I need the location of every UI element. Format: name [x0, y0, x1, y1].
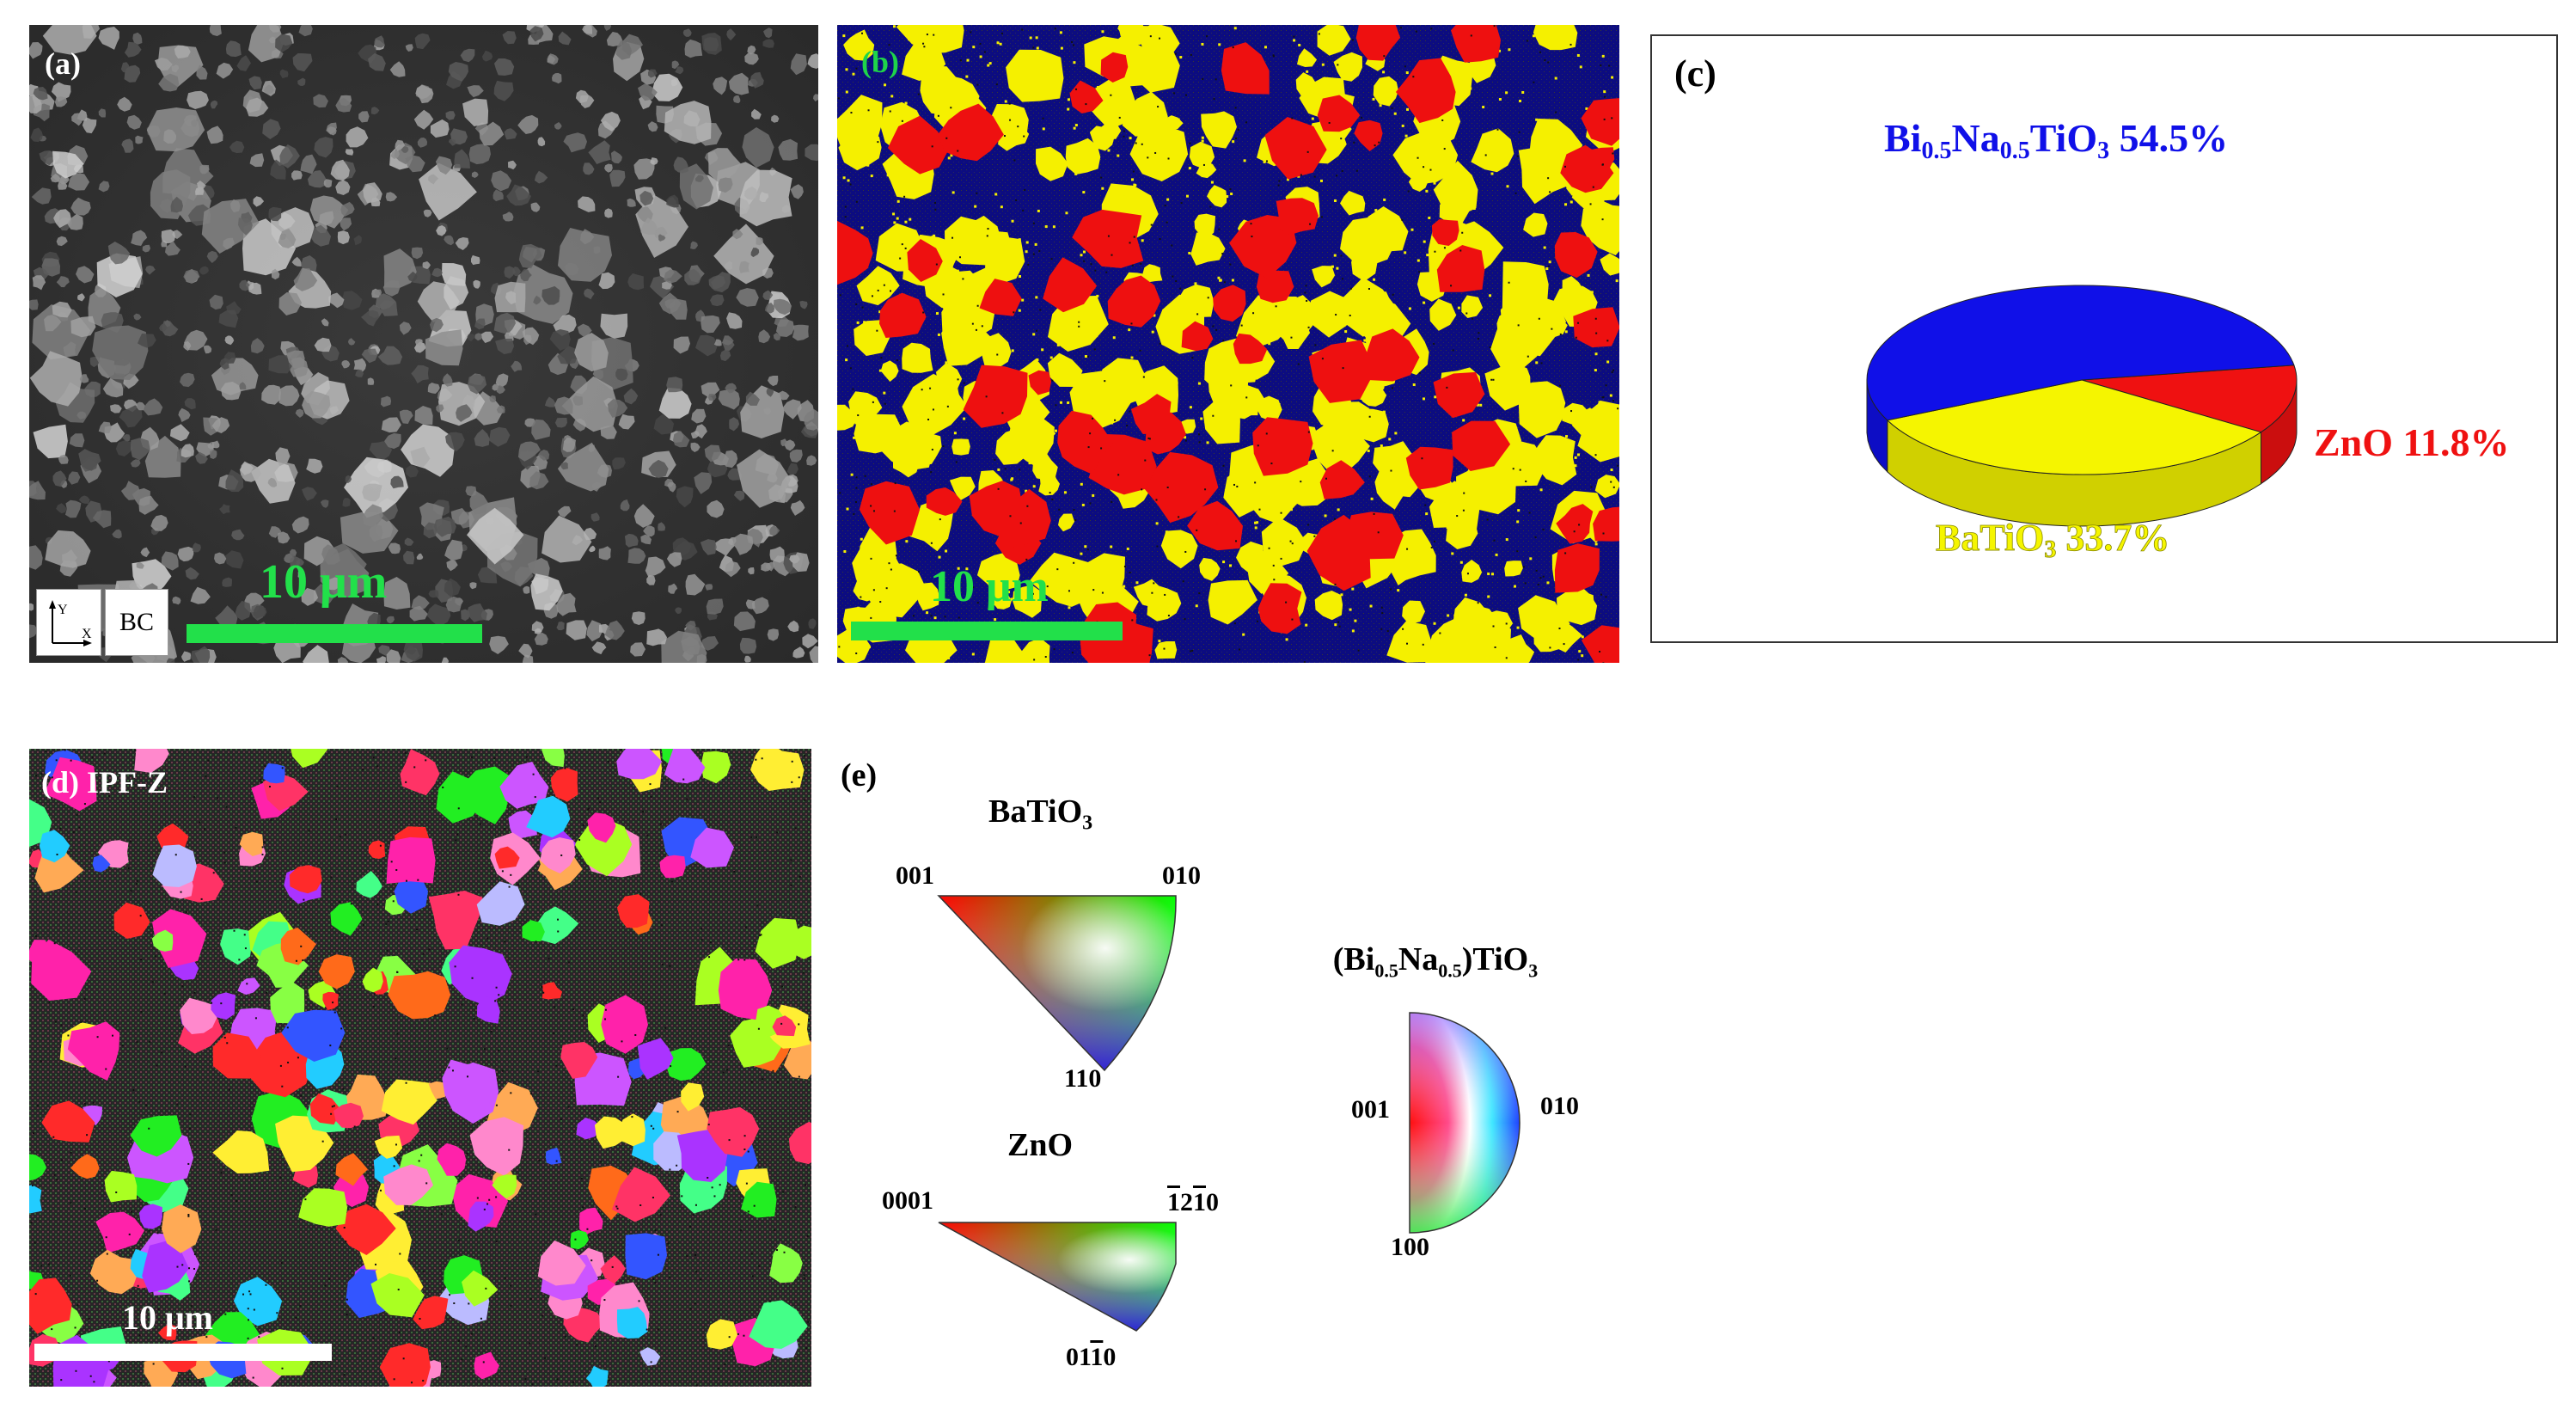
panel-c: (c) Bi0.5Na0.5TiO3 54.5% ZnO 11.8% BaTiO…: [1650, 34, 2558, 643]
scale-bar-a: [187, 624, 482, 643]
scale-bar-label-b: 10 μm: [930, 562, 1049, 611]
scale-bar-d: [34, 1344, 332, 1361]
panel-d-label: (d) IPF-Z: [41, 765, 168, 800]
panel-a: (a) Y X BC 10 μm: [29, 25, 818, 663]
panel-d: (d) IPF-Z 10 μm: [29, 749, 811, 1387]
bnt-010-label: 010: [1540, 1092, 1579, 1120]
bnt-001-label: 001: [1351, 1095, 1390, 1124]
panel-b-label: (b): [861, 45, 899, 79]
panel-e-label: (e): [841, 757, 878, 793]
panel-e: (e) BaTiO3 001 010 110: [825, 757, 1685, 1393]
panel-c-label: (c): [1674, 52, 1716, 95]
bc-map-image: [29, 25, 818, 663]
phase-fraction-pie-chart: Bi0.5Na0.5TiO3 54.5% ZnO 11.8% BaTiO3 33…: [1866, 116, 2510, 563]
map-type-box: BC: [105, 589, 168, 656]
axis-indicator: Y X: [36, 589, 101, 656]
batio3-110-label: 110: [1064, 1064, 1102, 1093]
zno-01m10-label: 0110: [1066, 1343, 1117, 1371]
zno-ipf-key: [938, 1222, 1177, 1332]
panel-b: (b) 10 μm: [837, 25, 1619, 663]
zno-0001-label: 0001: [882, 1186, 933, 1215]
pie-slice-batio3: [1886, 379, 2262, 475]
scale-bar-label-d: 10 μm: [122, 1298, 213, 1337]
batio3-010-label: 010: [1162, 861, 1201, 890]
bnt-key-title: (Bi0.5Na0.5)TiO3: [1332, 941, 1539, 982]
batio3-key-title: BaTiO3: [988, 793, 1093, 835]
zno-m12m10-label: 1210: [1167, 1188, 1219, 1216]
batio3-ipf-key: [937, 895, 1177, 1072]
ipf-z-map-image: [29, 749, 811, 1387]
axis-x-label: X: [82, 627, 92, 641]
phase-map-image: [837, 25, 1619, 663]
axis-y-label: Y: [58, 603, 68, 617]
legend-zno: ZnO 11.8%: [2314, 420, 2510, 464]
batio3-001-label: 001: [896, 861, 934, 890]
zno-key-title: ZnO: [1007, 1127, 1074, 1163]
scale-bar-label-a: 10 μm: [260, 555, 388, 609]
pie-slice-zno: [2081, 365, 2298, 433]
scale-bar-b: [851, 622, 1123, 640]
map-type-label: BC: [119, 608, 155, 636]
panel-a-label: (a): [45, 46, 81, 81]
legend-bnt: Bi0.5Na0.5TiO3 54.5%: [1884, 116, 2228, 164]
pie-slice-bi05na05tio3: [1866, 285, 2295, 421]
bnt-100-label: 100: [1391, 1233, 1429, 1261]
bnt-ipf-key: [1409, 1012, 1521, 1234]
